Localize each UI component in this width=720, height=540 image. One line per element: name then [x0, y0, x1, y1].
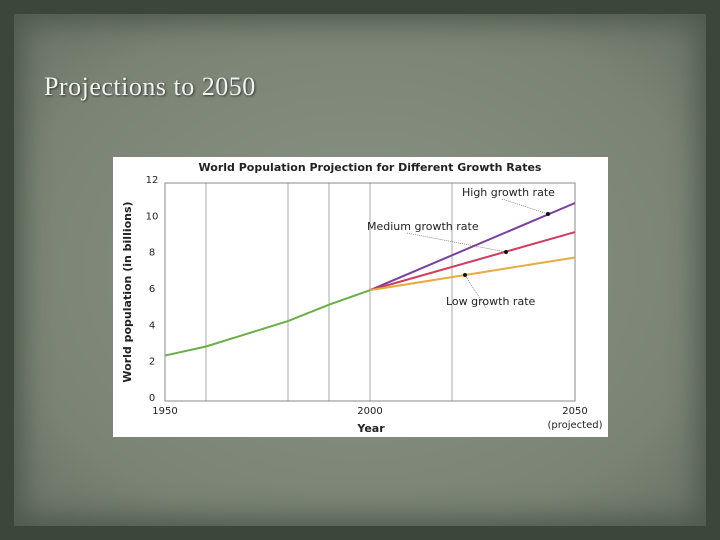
leader-dot	[463, 273, 467, 277]
x-axis-label: Year	[356, 422, 385, 435]
leader-line	[501, 198, 549, 215]
x-note: (projected)	[547, 420, 602, 431]
series-line	[164, 289, 371, 357]
x-tick-label: 2050	[562, 406, 587, 417]
y-tick-label: 4	[149, 320, 155, 331]
series-label: Medium growth rate	[367, 220, 479, 233]
series-line	[369, 256, 576, 292]
x-tick-label: 2000	[357, 406, 382, 417]
series-label: High growth rate	[462, 186, 555, 199]
chart-background	[113, 157, 608, 437]
series-line	[369, 202, 576, 292]
leader-line	[464, 274, 487, 309]
series-line	[369, 231, 576, 292]
leader-dot	[504, 250, 508, 254]
y-axis-label: World population (in billions)	[121, 201, 134, 382]
plot-frame	[164, 182, 576, 402]
slide-title: Projections to 2050	[44, 72, 256, 101]
x-tick-label: 1950	[152, 406, 177, 417]
series-label: Low growth rate	[446, 295, 536, 308]
y-tick-label: 10	[146, 211, 159, 222]
y-tick-label: 6	[149, 284, 155, 295]
y-tick-label: 12	[146, 175, 159, 186]
y-tick-label: 2	[149, 357, 155, 368]
leader-line	[406, 232, 507, 253]
chart-title: World Population Projection for Differen…	[199, 161, 542, 174]
y-tick-label: 0	[149, 393, 155, 404]
y-tick-label: 8	[149, 248, 155, 259]
leader-dot	[546, 212, 550, 216]
